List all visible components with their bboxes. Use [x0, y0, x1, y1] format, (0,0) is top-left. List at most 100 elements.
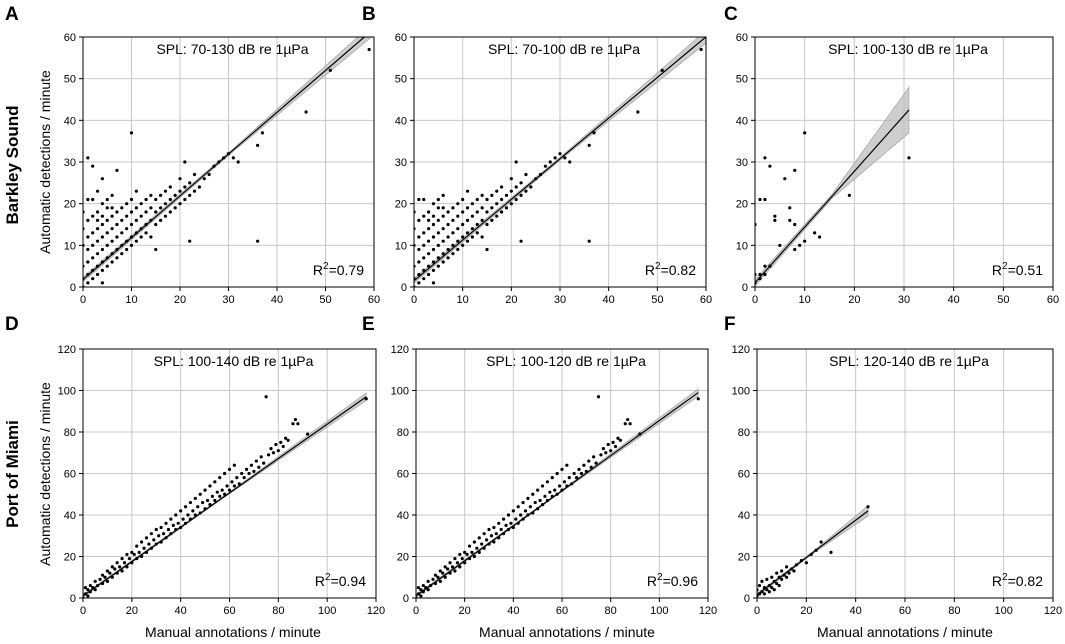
data-point — [198, 492, 202, 496]
x-tick-label: 30 — [222, 294, 234, 306]
x-tick-label: 50 — [651, 294, 663, 306]
data-point — [780, 577, 784, 581]
data-points — [83, 395, 368, 598]
data-point — [178, 177, 182, 181]
x-tick-label: 60 — [1047, 294, 1059, 306]
data-point — [482, 532, 486, 536]
data-point — [281, 444, 285, 449]
y-tick-label: 50 — [64, 74, 76, 86]
x-tick-label: 10 — [457, 294, 469, 306]
regression-line — [83, 396, 367, 597]
data-point — [596, 395, 601, 399]
data-point — [213, 498, 217, 503]
data-point — [509, 202, 513, 206]
data-point — [105, 218, 109, 222]
data-point — [438, 579, 442, 584]
data-point — [422, 214, 426, 218]
data-point — [446, 567, 450, 571]
data-point — [178, 189, 182, 193]
data-point — [91, 256, 95, 260]
data-point — [453, 569, 457, 573]
data-point — [242, 476, 246, 480]
y-tick-label: 40 — [736, 115, 748, 127]
data-point — [636, 110, 640, 114]
data-point — [417, 281, 421, 285]
data-point — [785, 575, 789, 579]
data-point — [456, 227, 460, 231]
x-tick-label: 20 — [848, 294, 860, 306]
data-point — [470, 202, 474, 206]
data-point — [793, 222, 797, 227]
data-point — [115, 168, 119, 172]
data-point — [196, 505, 200, 509]
data-point — [524, 172, 528, 177]
data-point — [186, 513, 190, 517]
data-point — [480, 218, 484, 222]
panel-a: A 0 10 20 30 40 50 60 0 10 20 30 40 50 60 SPL: 70-130 d… — [5, 4, 380, 306]
y-tick-label: 40 — [64, 510, 76, 522]
data-point — [105, 264, 109, 268]
data-point — [427, 252, 431, 256]
data-point — [465, 239, 470, 243]
data-point — [252, 469, 256, 474]
panel-letter-c: C — [724, 4, 738, 25]
data-point — [514, 185, 518, 189]
data-point — [134, 206, 138, 210]
data-point — [168, 210, 172, 214]
data-point — [427, 264, 431, 268]
data-point — [100, 177, 104, 181]
x-tick-label: 20 — [800, 605, 812, 617]
data-point — [115, 256, 119, 260]
y-tick-label: 20 — [64, 199, 76, 211]
data-point — [427, 239, 431, 243]
data-point — [538, 498, 542, 503]
data-point — [271, 451, 276, 455]
data-point — [120, 231, 124, 235]
y-tick-label: 60 — [738, 469, 750, 481]
data-point — [120, 218, 124, 222]
y-tick-label: 100 — [58, 386, 76, 398]
data-point — [176, 521, 180, 525]
data-point — [760, 579, 764, 584]
data-point — [91, 214, 95, 218]
data-point — [495, 189, 499, 193]
y-tick-label: 120 — [391, 344, 409, 356]
data-point — [100, 573, 105, 577]
data-point — [524, 189, 528, 193]
panel-title: SPL: 120-140 dB re 1µPa — [829, 353, 989, 369]
data-point — [540, 484, 545, 488]
y-tick-label: 120 — [732, 344, 750, 356]
data-point — [431, 235, 436, 239]
data-point — [470, 235, 474, 239]
data-point — [254, 459, 258, 463]
data-point — [120, 556, 124, 561]
data-point — [422, 243, 426, 247]
data-point — [441, 214, 445, 218]
data-point — [328, 68, 332, 72]
data-point — [660, 68, 664, 72]
data-point — [86, 247, 90, 252]
panel-title: SPL: 100-140 dB re 1µPa — [154, 353, 314, 369]
data-point — [465, 552, 469, 557]
data-point — [606, 442, 610, 447]
data-point — [293, 417, 298, 422]
data-point — [485, 222, 489, 227]
data-point — [484, 538, 489, 542]
x-tick-label: 0 — [80, 294, 86, 306]
data-point — [560, 467, 564, 471]
data-point — [575, 476, 579, 480]
data-point — [553, 488, 557, 492]
data-point — [470, 550, 474, 554]
data-point — [86, 281, 90, 285]
data-point — [422, 268, 426, 272]
y-tick-label: 0 — [70, 593, 76, 605]
data-point — [545, 480, 550, 484]
data-point — [431, 281, 436, 285]
data-point — [465, 218, 470, 222]
data-point — [426, 579, 430, 584]
x-tick-label: 120 — [367, 605, 385, 617]
data-point — [475, 210, 479, 214]
data-point — [223, 471, 227, 476]
data-point — [499, 527, 503, 532]
data-point — [232, 484, 236, 488]
